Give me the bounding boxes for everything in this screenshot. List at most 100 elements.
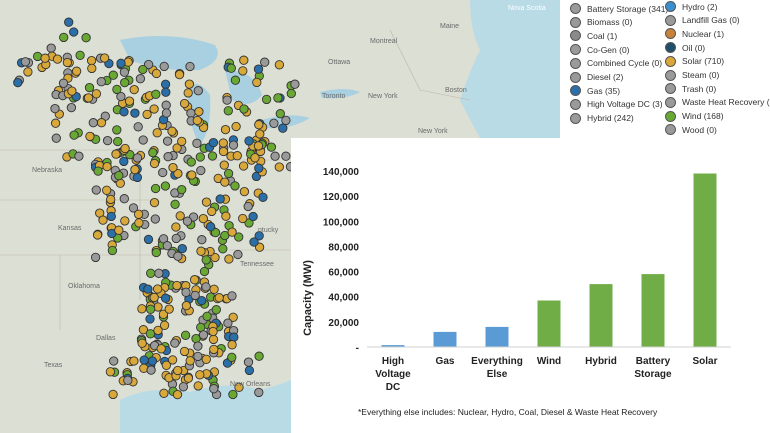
plant-marker[interactable] (171, 222, 181, 232)
plant-marker[interactable] (231, 121, 241, 132)
plant-marker[interactable] (69, 27, 79, 37)
plant-marker[interactable] (227, 291, 237, 301)
plant-marker[interactable] (119, 107, 129, 117)
plant-marker[interactable] (152, 128, 162, 138)
plant-marker[interactable] (139, 355, 149, 365)
plant-marker[interactable] (102, 161, 112, 172)
plant-marker[interactable] (223, 168, 234, 179)
plant-marker[interactable] (40, 53, 50, 63)
plant-marker[interactable] (50, 103, 60, 114)
plant-marker[interactable] (248, 211, 258, 222)
plant-marker[interactable] (197, 295, 207, 306)
plant-marker[interactable] (132, 172, 143, 183)
plant-marker[interactable] (274, 162, 284, 172)
plant-marker[interactable] (260, 57, 270, 67)
plant-marker[interactable] (243, 201, 253, 212)
plant-marker[interactable] (270, 151, 280, 161)
plant-marker[interactable] (160, 181, 171, 191)
plant-marker[interactable] (102, 185, 112, 195)
plant-marker[interactable] (171, 233, 181, 244)
plant-marker[interactable] (91, 185, 101, 195)
plant-marker[interactable] (199, 266, 210, 277)
plant-marker[interactable] (258, 192, 268, 202)
plant-marker[interactable] (193, 351, 203, 362)
plant-marker[interactable] (149, 292, 159, 303)
plant-marker[interactable] (254, 163, 264, 173)
plant-marker[interactable] (234, 382, 244, 392)
plant-marker[interactable] (254, 242, 265, 252)
plant-marker[interactable] (210, 252, 220, 263)
plant-marker[interactable] (202, 311, 212, 321)
plant-marker[interactable] (149, 104, 159, 114)
plant-marker[interactable] (167, 126, 177, 136)
plant-marker[interactable] (189, 275, 200, 285)
plant-marker[interactable] (151, 247, 161, 258)
plant-marker[interactable] (214, 293, 224, 303)
plant-marker[interactable] (160, 293, 171, 303)
plant-marker[interactable] (106, 194, 116, 205)
plant-marker[interactable] (149, 158, 160, 169)
plant-marker[interactable] (211, 305, 221, 315)
plant-marker[interactable] (207, 151, 218, 161)
plant-marker[interactable] (64, 17, 74, 27)
plant-marker[interactable] (230, 181, 240, 191)
plant-marker[interactable] (209, 344, 219, 355)
plant-marker[interactable] (145, 304, 156, 314)
plant-marker[interactable] (170, 338, 180, 348)
plant-marker[interactable] (186, 157, 196, 167)
plant-marker[interactable] (254, 120, 264, 130)
plant-marker[interactable] (243, 357, 254, 367)
plant-marker[interactable] (90, 252, 101, 263)
plant-marker[interactable] (201, 255, 211, 265)
plant-marker[interactable] (160, 79, 171, 89)
plant-marker[interactable] (145, 314, 155, 324)
plant-marker[interactable] (161, 100, 171, 110)
plant-markers[interactable] (13, 17, 300, 400)
plant-marker[interactable] (210, 227, 221, 238)
plant-marker[interactable] (167, 355, 178, 365)
plant-marker[interactable] (234, 232, 244, 242)
plant-marker[interactable] (175, 211, 185, 221)
plant-marker[interactable] (253, 64, 264, 74)
plant-marker[interactable] (178, 382, 189, 392)
plant-marker[interactable] (112, 125, 122, 135)
plant-marker[interactable] (228, 140, 239, 150)
plant-marker[interactable] (156, 344, 166, 354)
plant-marker[interactable] (133, 122, 143, 132)
plant-marker[interactable] (66, 102, 77, 113)
plant-marker[interactable] (142, 109, 152, 120)
plant-marker[interactable] (281, 151, 291, 161)
plant-marker[interactable] (120, 77, 130, 88)
plant-marker[interactable] (138, 325, 149, 335)
plant-marker[interactable] (239, 104, 249, 114)
plant-marker[interactable] (208, 326, 218, 337)
plant-marker[interactable] (111, 149, 121, 159)
plant-marker[interactable] (238, 161, 249, 171)
plant-marker[interactable] (187, 170, 197, 180)
plant-marker[interactable] (198, 213, 208, 224)
plant-marker[interactable] (219, 160, 229, 170)
plant-marker[interactable] (50, 118, 61, 128)
plant-marker[interactable] (106, 211, 116, 222)
plant-marker[interactable] (120, 216, 130, 226)
plant-marker[interactable] (164, 304, 174, 314)
plant-marker[interactable] (238, 66, 248, 76)
plant-marker[interactable] (67, 86, 77, 96)
plant-marker[interactable] (116, 58, 126, 68)
plant-marker[interactable] (159, 320, 170, 330)
plant-marker[interactable] (130, 108, 140, 118)
plant-marker[interactable] (229, 332, 239, 342)
plant-marker[interactable] (227, 352, 237, 362)
plant-marker[interactable] (170, 199, 180, 209)
plant-marker[interactable] (227, 340, 237, 350)
plant-marker[interactable] (190, 290, 200, 301)
plant-marker[interactable] (192, 115, 202, 126)
plant-marker[interactable] (172, 143, 182, 153)
plant-marker[interactable] (46, 43, 56, 53)
plant-marker[interactable] (261, 94, 272, 105)
plant-marker[interactable] (119, 194, 129, 204)
plant-marker[interactable] (119, 156, 129, 167)
plant-marker[interactable] (154, 268, 164, 278)
plant-marker[interactable] (254, 231, 264, 241)
plant-marker[interactable] (161, 87, 171, 97)
